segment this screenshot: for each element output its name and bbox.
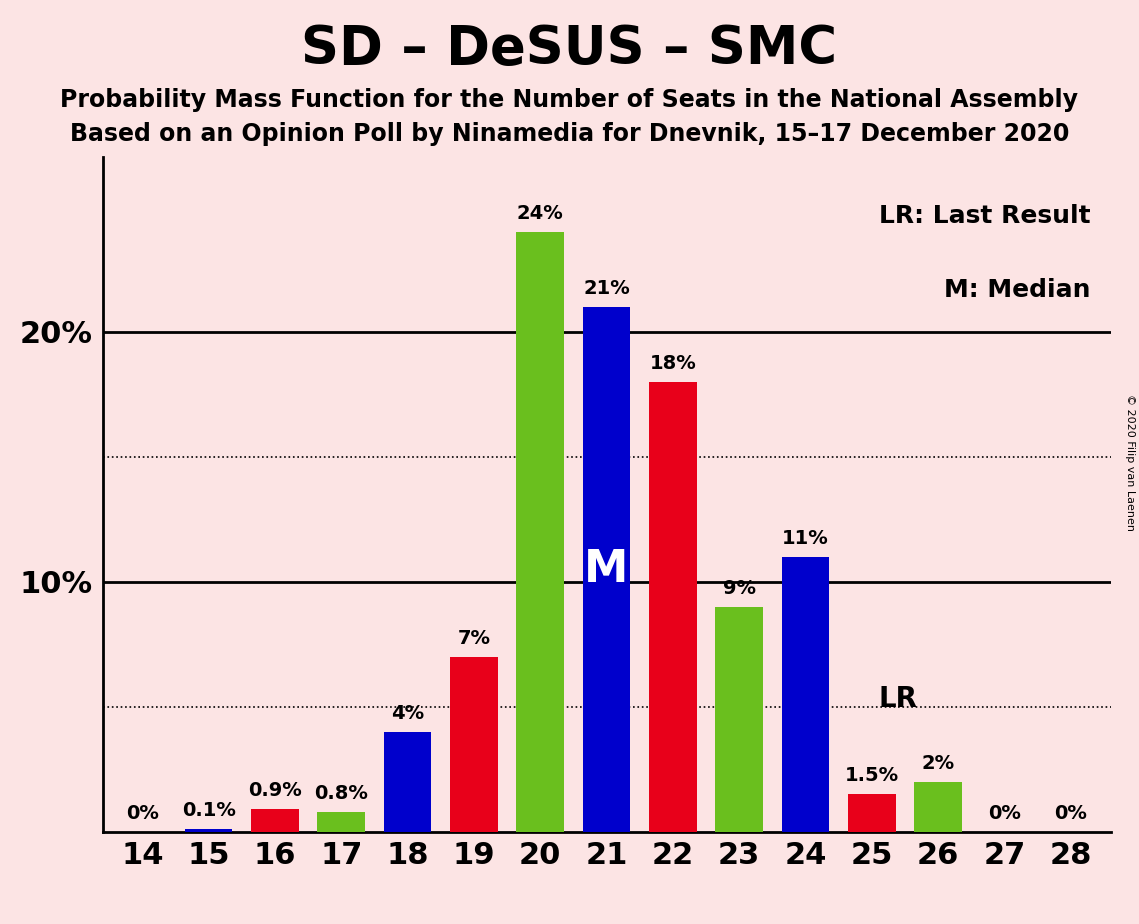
Bar <box>915 782 962 832</box>
Bar <box>583 307 630 832</box>
Bar <box>781 557 829 832</box>
Text: SD – DeSUS – SMC: SD – DeSUS – SMC <box>302 23 837 75</box>
Text: 4%: 4% <box>391 704 424 723</box>
Bar <box>318 811 366 832</box>
Text: M: M <box>584 548 629 590</box>
Text: 1.5%: 1.5% <box>845 766 899 785</box>
Text: 11%: 11% <box>782 529 829 548</box>
Text: 0.8%: 0.8% <box>314 784 368 803</box>
Text: 24%: 24% <box>517 204 564 224</box>
Text: 0%: 0% <box>1055 804 1087 823</box>
Text: 2%: 2% <box>921 754 954 772</box>
Text: M: Median: M: Median <box>944 278 1090 302</box>
Text: 0.1%: 0.1% <box>182 801 236 821</box>
Text: © 2020 Filip van Laenen: © 2020 Filip van Laenen <box>1125 394 1134 530</box>
Bar <box>516 232 564 832</box>
Text: Probability Mass Function for the Number of Seats in the National Assembly: Probability Mass Function for the Number… <box>60 88 1079 112</box>
Bar <box>847 794 895 832</box>
Bar <box>185 829 232 832</box>
Text: 18%: 18% <box>649 354 696 373</box>
Bar <box>384 732 432 832</box>
Text: 21%: 21% <box>583 279 630 298</box>
Bar <box>251 809 298 832</box>
Text: 7%: 7% <box>458 629 491 648</box>
Text: 9%: 9% <box>722 579 755 598</box>
Text: 0.9%: 0.9% <box>248 782 302 800</box>
Bar <box>649 382 697 832</box>
Text: 0%: 0% <box>126 804 158 823</box>
Text: LR: Last Result: LR: Last Result <box>879 204 1090 228</box>
Text: LR: LR <box>878 686 917 713</box>
Text: 0%: 0% <box>988 804 1021 823</box>
Bar <box>450 657 498 832</box>
Text: Based on an Opinion Poll by Ninamedia for Dnevnik, 15–17 December 2020: Based on an Opinion Poll by Ninamedia fo… <box>69 122 1070 146</box>
Bar <box>715 607 763 832</box>
